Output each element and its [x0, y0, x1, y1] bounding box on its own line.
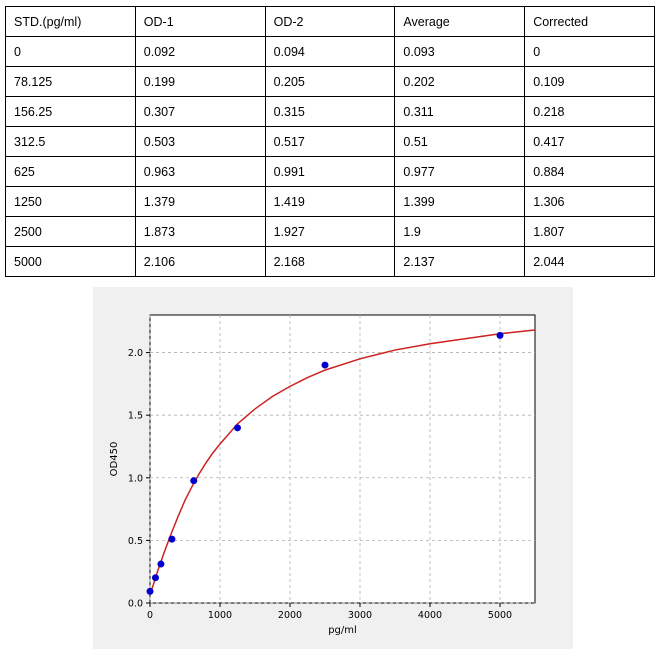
table-cell: 0: [524, 36, 655, 67]
header-od1: OD-1: [134, 6, 266, 37]
table-cell: 2.168: [264, 246, 396, 277]
table-cell: 1.306: [524, 186, 655, 217]
table-cell: 1.873: [134, 216, 266, 247]
data-point: [157, 560, 165, 568]
table-cell: 0.991: [264, 156, 396, 187]
x-axis-title: pg/ml: [328, 625, 357, 636]
table-row: 5000 2.106 2.168 2.137 2.044: [5, 246, 655, 277]
y-tick-label: 1.5: [128, 411, 143, 422]
table-cell: 0.417: [524, 126, 655, 157]
table-cell: 0.307: [134, 96, 266, 127]
table-header-row: STD.(pg/ml) OD-1 OD-2 Average Corrected: [5, 6, 655, 37]
table-cell: 2.137: [394, 246, 526, 277]
table-cell: 0.963: [134, 156, 266, 187]
table-cell: 0.218: [524, 96, 655, 127]
table-cell: 625: [5, 156, 136, 187]
x-tick-label: 0: [147, 610, 153, 621]
table-row: 312.5 0.503 0.517 0.51 0.417: [5, 126, 655, 157]
table-cell: 1.927: [264, 216, 396, 247]
table-cell: 0.517: [264, 126, 396, 157]
data-point: [146, 587, 154, 595]
table-cell: 0.884: [524, 156, 655, 187]
y-tick-label: 0.0: [128, 599, 143, 610]
table-cell: 0.092: [134, 36, 266, 67]
table-cell: 0.093: [394, 36, 526, 67]
data-point: [168, 535, 176, 543]
table-cell: 156.25: [5, 96, 136, 127]
table-cell: 2.106: [134, 246, 266, 277]
standard-curve-table: STD.(pg/ml) OD-1 OD-2 Average Corrected …: [5, 6, 655, 277]
table-row: 625 0.963 0.991 0.977 0.884: [5, 156, 655, 187]
table-cell: 2500: [5, 216, 136, 247]
table-row: 156.25 0.307 0.315 0.311 0.218: [5, 96, 655, 127]
table-cell: 0.503: [134, 126, 266, 157]
table-cell: 0.977: [394, 156, 526, 187]
data-point: [496, 331, 504, 339]
x-tick-label: 1000: [208, 610, 232, 621]
table-cell: 0.202: [394, 66, 526, 97]
plot-area: [149, 314, 536, 604]
table-cell: 0.315: [264, 96, 396, 127]
table-cell: 1.379: [134, 186, 266, 217]
table-row: 0 0.092 0.094 0.093 0: [5, 36, 655, 67]
table-row: 78.125 0.199 0.205 0.202 0.109: [5, 66, 655, 97]
y-tick-label: 1.0: [128, 473, 143, 484]
y-axis-title: OD450: [109, 442, 120, 477]
x-tick-label: 2000: [278, 610, 302, 621]
grid-overlay: [149, 315, 535, 604]
table-cell: 1.9: [394, 216, 526, 247]
table-cell: 1250: [5, 186, 136, 217]
table-cell: 0.109: [524, 66, 655, 97]
table-row: 2500 1.873 1.927 1.9 1.807: [5, 216, 655, 247]
header-average: Average: [394, 6, 526, 37]
standard-curve-chart: 0 1000 2000 3000 4000 5000 0.0 0.5 1.0 1.5 2.0 pg/…: [109, 314, 536, 636]
table-row: 1250 1.379 1.419 1.399 1.306: [5, 186, 655, 217]
x-tick-label: 5000: [488, 610, 512, 621]
x-tick-label: 4000: [418, 610, 442, 621]
table-cell: 5000: [5, 246, 136, 277]
axis-ticks: 0 1000 2000 3000 4000 5000 0.0 0.5 1.0 1.5 2.0: [128, 348, 512, 621]
table-cell: 1.399: [394, 186, 526, 217]
x-tick-label: 3000: [348, 610, 372, 621]
table-cell: 2.044: [524, 246, 655, 277]
header-corrected: Corrected: [524, 6, 655, 37]
header-od2: OD-2: [264, 6, 396, 37]
table-body: 0 0.092 0.094 0.093 0 78.125 0.199 0.205 0.202 0.…: [5, 36, 655, 277]
table-cell: 0: [5, 36, 136, 67]
y-tick-label: 0.5: [128, 536, 143, 547]
table-cell: 0.311: [394, 96, 526, 127]
table-cell: 78.125: [5, 66, 136, 97]
table-cell: 1.419: [264, 186, 396, 217]
header-std: STD.(pg/ml): [5, 6, 136, 37]
table-cell: 312.5: [5, 126, 136, 157]
data-points: [146, 331, 504, 595]
table-cell: 0.094: [264, 36, 396, 67]
data-point: [151, 574, 159, 582]
data-point: [321, 361, 329, 369]
y-tick-label: 2.0: [128, 348, 143, 359]
data-point: [234, 424, 241, 432]
chart-panel: 0 1000 2000 3000 4000 5000 0.0 0.5 1.0 1.5 2.0 pg/…: [93, 287, 573, 649]
table-cell: 0.51: [394, 126, 526, 157]
table-cell: 0.199: [134, 66, 266, 97]
fit-curve-line: [149, 329, 536, 595]
data-point: [190, 477, 198, 485]
table-cell: 1.807: [524, 216, 655, 247]
table-cell: 0.205: [264, 66, 396, 97]
